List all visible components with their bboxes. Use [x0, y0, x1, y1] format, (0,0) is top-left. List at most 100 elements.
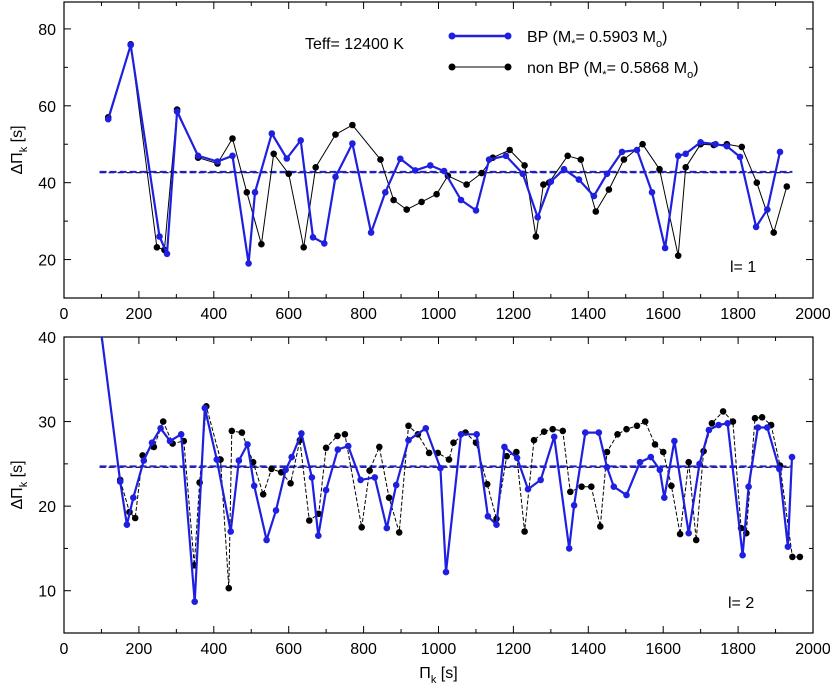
data-point-bp — [229, 152, 236, 160]
data-point-nonbp — [521, 162, 528, 169]
data-point-nonbp — [478, 169, 485, 177]
data-point-nonbp — [405, 422, 412, 430]
x-tick-label: 600 — [275, 306, 302, 323]
data-point-bp — [104, 115, 112, 123]
data-point-bp — [623, 491, 630, 499]
data-point-nonbp — [445, 456, 453, 463]
data-point-bp — [123, 521, 131, 528]
data-point-bp — [685, 529, 692, 537]
panel-bottom-l2: 0 200 400 600 800 1000 1200 1400 1600 1800 2000 10 2… — [9, 317, 830, 686]
legend-marker-nonbp — [448, 63, 456, 71]
x-tick-label: 1800 — [720, 641, 756, 658]
data-point-bp — [618, 148, 626, 156]
data-point-bp — [764, 206, 771, 213]
data-point-nonbp — [96, 317, 103, 324]
x-tick-label: 1000 — [421, 641, 457, 658]
data-point-nonbp — [312, 164, 320, 171]
data-point-nonbp — [685, 458, 692, 466]
x-tick-label: 200 — [126, 641, 153, 658]
data-point-bp — [157, 425, 164, 432]
data-point-nonbp — [521, 528, 528, 535]
x-tick-label: 0 — [60, 641, 69, 658]
data-point-bp — [484, 513, 492, 520]
data-point-nonbp — [300, 244, 308, 251]
x-tick-label: 1400 — [571, 641, 607, 658]
data-point-bp — [633, 146, 641, 154]
data-point-nonbp — [306, 517, 313, 524]
data-point-bp — [473, 431, 481, 438]
x-tick-label: 0 — [60, 306, 69, 323]
data-point-bp — [560, 165, 568, 173]
data-point-bp — [565, 545, 573, 552]
legend-label-bp: BP (M*= 0.5903 Mo) — [527, 29, 667, 50]
data-point-bp — [244, 441, 251, 448]
data-point-nonbp — [578, 483, 585, 491]
data-point-bp — [298, 430, 305, 437]
data-point-bp — [191, 598, 198, 605]
data-point-nonbp — [153, 244, 161, 251]
data-point-nonbp — [633, 422, 641, 430]
data-point-bp — [282, 466, 290, 474]
data-point-bp — [245, 260, 252, 267]
data-point-bp — [736, 153, 744, 161]
panel-label: l= 2 — [728, 595, 754, 612]
x-axis-label-base: Π — [419, 665, 431, 682]
x-tick-label: 600 — [275, 641, 302, 658]
data-point-bp — [661, 494, 668, 502]
data-point-bp — [570, 502, 578, 509]
y-tick-label: 40 — [38, 176, 56, 193]
data-point-bp — [288, 453, 296, 461]
data-point-nonbp — [366, 467, 373, 474]
data-point-bp — [547, 178, 555, 185]
data-point-nonbp — [390, 196, 397, 204]
data-point-bp — [502, 152, 510, 160]
data-point-bp — [422, 425, 430, 432]
data-point-bp — [96, 317, 103, 324]
data-point-bp — [382, 189, 389, 196]
data-point-nonbp — [659, 448, 667, 456]
x-tick-label: 200 — [126, 306, 153, 323]
legend-marker-nonbp — [504, 63, 512, 71]
data-point-nonbp — [708, 420, 716, 427]
data-point-nonbp — [418, 198, 425, 206]
data-point-bp — [440, 167, 448, 175]
y-tick-label: 30 — [38, 415, 56, 432]
data-point-nonbp — [588, 483, 595, 491]
data-point-bp — [357, 476, 364, 484]
data-point-nonbp — [483, 480, 491, 488]
data-point-bp — [674, 152, 682, 160]
data-point-bp — [412, 167, 419, 174]
y-axis-label-unit: [s] — [9, 125, 26, 146]
data-point-nonbp — [506, 146, 513, 154]
data-point-bp — [371, 474, 379, 481]
data-point-bp — [705, 426, 713, 434]
data-point-nonbp — [450, 439, 457, 447]
data-point-bp — [213, 456, 221, 463]
data-point-bp — [214, 158, 221, 165]
data-point-nonbp — [540, 428, 548, 436]
data-point-bp — [332, 173, 339, 181]
data-point-bp — [166, 437, 174, 445]
data-point-nonbp — [753, 179, 761, 186]
teff-annotation: Teff= 12400 K — [305, 36, 404, 53]
x-tick-label: 1400 — [571, 306, 607, 323]
data-point-bp — [201, 404, 209, 412]
y-axis-label-base: ΔΠ — [9, 487, 26, 509]
data-point-bp — [344, 442, 352, 450]
legend-marker-bp — [504, 32, 512, 40]
x-tick-label: 800 — [350, 306, 377, 323]
data-point-nonbp — [567, 488, 574, 496]
data-point-bp — [603, 170, 611, 178]
y-axis-label-unit: [s] — [9, 460, 26, 481]
data-point-bp — [472, 207, 480, 214]
data-point-nonbp — [559, 427, 567, 435]
data-point-bp — [754, 424, 762, 431]
data-point-bp — [349, 140, 356, 147]
data-point-nonbp — [228, 427, 236, 435]
x-tick-label: 1600 — [645, 306, 681, 323]
data-point-nonbp — [131, 514, 139, 522]
data-point-nonbp — [641, 418, 649, 425]
data-point-bp — [140, 457, 148, 464]
x-tick-label: 1200 — [496, 641, 532, 658]
data-point-bp — [251, 189, 259, 196]
